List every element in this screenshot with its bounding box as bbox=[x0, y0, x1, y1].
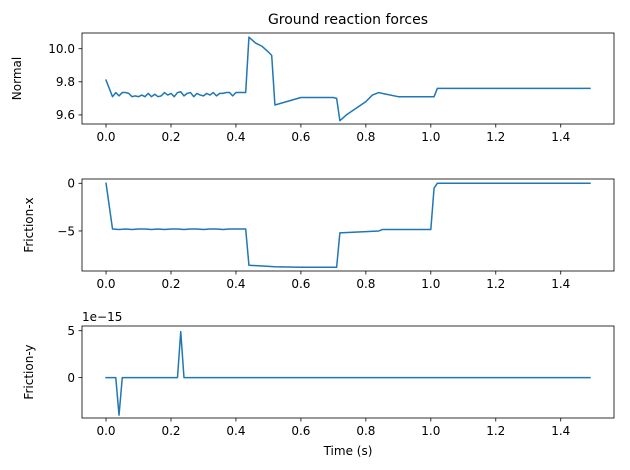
x-tick-label: 1.4 bbox=[551, 424, 570, 438]
y-tick-label: 5 bbox=[67, 324, 75, 338]
x-tick-label: 1.0 bbox=[421, 424, 440, 438]
x-tick-label: 0.4 bbox=[226, 277, 245, 291]
x-tick-label: 1.2 bbox=[486, 130, 505, 144]
x-tick-label: 0.6 bbox=[291, 277, 310, 291]
y-tick-label: 0 bbox=[67, 371, 75, 385]
y-axis-label-friction-x: Friction-x bbox=[22, 197, 36, 252]
series-line-friction-y bbox=[105, 330, 591, 416]
x-tick-label: 1.4 bbox=[551, 130, 570, 144]
y-offset-label-friction-y: 1e−15 bbox=[82, 310, 122, 324]
x-axis-label: Time (s) bbox=[323, 444, 373, 458]
x-tick-label: 1.0 bbox=[421, 277, 440, 291]
x-tick-label: 0.6 bbox=[291, 424, 310, 438]
x-tick-label: 1.2 bbox=[486, 424, 505, 438]
subplots: 0.0 0.2 0.4 0.6 0.8 1.0 1.2 1.4 9.6 9.8 10.0 Normal… bbox=[10, 12, 615, 458]
x-tick-label: 1.0 bbox=[421, 130, 440, 144]
x-tick-label: 0.4 bbox=[226, 130, 245, 144]
y-tick-label: 9.8 bbox=[56, 75, 75, 89]
subplot-friction-y: 0.0 0.2 0.4 0.6 0.8 1.0 1.2 1.4 0 5 Friction-y Time… bbox=[22, 310, 615, 458]
subplot-friction-x: 0.0 0.2 0.4 0.6 0.8 1.0 1.2 1.4 −5 0 Friction-x bbox=[22, 177, 615, 291]
y-tick-label: 10.0 bbox=[48, 42, 75, 56]
axes-frame-friction-y bbox=[81, 325, 615, 419]
x-tick-label: 0.8 bbox=[356, 424, 375, 438]
y-axis-label-normal: Normal bbox=[10, 57, 24, 100]
chart-title: Ground reaction forces bbox=[268, 12, 428, 28]
y-tick-label: −5 bbox=[57, 224, 75, 238]
x-tick-label: 0.8 bbox=[356, 130, 375, 144]
x-tick-label: 0.2 bbox=[161, 130, 180, 144]
x-tick-label: 1.4 bbox=[551, 277, 570, 291]
y-axis-label-friction-y: Friction-y bbox=[22, 344, 36, 399]
subplot-normal: 0.0 0.2 0.4 0.6 0.8 1.0 1.2 1.4 9.6 9.8 10.0 Normal… bbox=[10, 12, 615, 144]
y-tick-label: 0 bbox=[67, 177, 75, 191]
x-tick-label: 0.0 bbox=[96, 130, 115, 144]
x-tick-label: 0.4 bbox=[226, 424, 245, 438]
x-tick-label: 0.0 bbox=[96, 424, 115, 438]
x-tick-label: 0.6 bbox=[291, 130, 310, 144]
x-tick-label: 1.2 bbox=[486, 277, 505, 291]
x-tick-label: 0.2 bbox=[161, 277, 180, 291]
axes-frame-friction-x bbox=[81, 178, 615, 272]
x-tick-label: 0.2 bbox=[161, 424, 180, 438]
axes-frame-normal bbox=[81, 32, 615, 125]
x-tick-label: 0.0 bbox=[96, 277, 115, 291]
series-line-normal bbox=[105, 36, 591, 122]
series-line-friction-x bbox=[105, 182, 591, 268]
x-tick-label: 0.8 bbox=[356, 277, 375, 291]
y-tick-label: 9.6 bbox=[56, 108, 75, 122]
